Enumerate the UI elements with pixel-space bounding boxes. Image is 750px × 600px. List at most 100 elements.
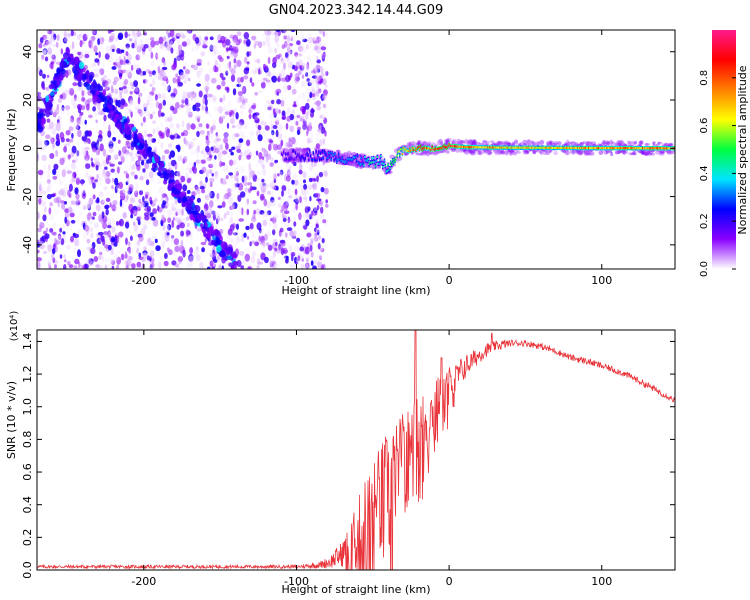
heatmap-cell [98, 246, 104, 251]
heatmap-cell [107, 50, 113, 56]
heatmap-cell [314, 43, 317, 48]
heatmap-cell [285, 111, 289, 116]
heatmap-cell [263, 104, 268, 109]
heatmap-cell [125, 69, 129, 76]
heatmap-cell [305, 147, 311, 152]
heatmap-cell [216, 138, 222, 142]
heatmap-cell [286, 162, 289, 171]
heatmap-cell [39, 244, 45, 250]
heatmap-cell [219, 250, 226, 257]
heatmap-cell [270, 199, 276, 207]
heatmap-cell [46, 40, 52, 46]
heatmap-cell [97, 264, 104, 269]
heatmap-cell [147, 114, 151, 121]
heatmap-cell [62, 234, 66, 238]
heatmap-cell [137, 43, 140, 51]
heatmap-cell [355, 155, 357, 158]
heatmap-cell [264, 233, 268, 241]
heatmap-cell [223, 194, 226, 200]
heatmap-cell [307, 139, 313, 144]
heatmap-cell [610, 151, 614, 157]
heatmap-cell [63, 264, 67, 269]
heatmap-cell [142, 250, 148, 256]
heatmap-cell [148, 150, 153, 158]
heatmap-cell [663, 142, 669, 146]
snr-y-scale-label: (x10⁴) [9, 311, 20, 342]
heatmap-cell [302, 122, 308, 129]
heatmap-cell [325, 71, 329, 76]
heatmap-cell [268, 105, 273, 111]
heatmap-cell [37, 140, 43, 148]
heatmap-cell [120, 49, 125, 53]
heatmap-cell [228, 99, 231, 108]
heatmap-cell [450, 148, 456, 152]
heatmap-cell [221, 265, 224, 269]
heatmap-cell [207, 191, 212, 198]
heatmap-cell [325, 203, 329, 208]
heatmap-cell [92, 194, 96, 200]
heatmap-cell [207, 130, 210, 136]
heatmap-cell [149, 83, 153, 88]
heatmap-cell [207, 61, 210, 66]
heatmap-cell [286, 149, 293, 152]
heatmap-cell [165, 37, 170, 45]
heatmap-cell [98, 129, 103, 136]
heatmap-cell [310, 260, 314, 266]
heatmap-cell [111, 185, 114, 190]
heatmap-cell [209, 163, 214, 167]
heatmap-cell [37, 132, 40, 136]
heatmap-cell [252, 212, 256, 220]
heatmap-cell [135, 106, 140, 110]
heatmap-cell [266, 81, 271, 87]
x-tick-label: -200 [131, 274, 156, 287]
heatmap-cell [346, 161, 348, 164]
heatmap-cell [95, 70, 102, 76]
heatmap-cell [252, 234, 257, 239]
heatmap-cell [319, 114, 324, 119]
heatmap-cell [45, 124, 51, 130]
heatmap-cell [153, 72, 158, 80]
heatmap-cell [89, 220, 93, 226]
heatmap-cell [305, 64, 310, 72]
heatmap-cell [148, 141, 152, 146]
heatmap-cell [305, 219, 310, 227]
heatmap-cell [287, 187, 291, 195]
heatmap-cell [315, 64, 321, 70]
heatmap-cell [94, 179, 98, 183]
heatmap-cell [196, 70, 202, 76]
heatmap-cell [119, 153, 124, 160]
heatmap-cell [46, 169, 52, 175]
heatmap-cell [93, 222, 100, 228]
heatmap-cell [236, 177, 239, 184]
heatmap-cell [52, 192, 57, 197]
heatmap-cell [228, 159, 234, 166]
heatmap-cell [202, 39, 208, 44]
heatmap-cell [90, 261, 94, 266]
heatmap-cell [258, 235, 261, 242]
heatmap-cell [103, 114, 107, 122]
heatmap-cell [82, 190, 86, 197]
heatmap-cell [389, 154, 395, 159]
heatmap-cell [312, 66, 317, 71]
heatmap-cell [211, 229, 215, 235]
heatmap-cell [650, 152, 655, 156]
heatmap-cell [123, 170, 128, 175]
heatmap-cell [56, 119, 60, 124]
heatmap-cell [199, 130, 205, 135]
heatmap-cell [57, 115, 62, 121]
heatmap-cell [292, 149, 295, 152]
heatmap-cell [219, 144, 223, 151]
heatmap-cell [133, 38, 138, 45]
heatmap-cell [110, 218, 116, 226]
heatmap-cell [204, 73, 210, 82]
heatmap-cell [259, 182, 265, 189]
heatmap-cell [304, 212, 308, 217]
heatmap-cell [262, 63, 267, 70]
heatmap-cell [328, 155, 331, 158]
heatmap-cell [248, 68, 252, 75]
heatmap-cell [62, 61, 68, 69]
heatmap-cell [259, 146, 265, 153]
heatmap-cell [251, 186, 257, 191]
heatmap-cell [112, 126, 115, 134]
heatmap-cell [316, 261, 323, 268]
